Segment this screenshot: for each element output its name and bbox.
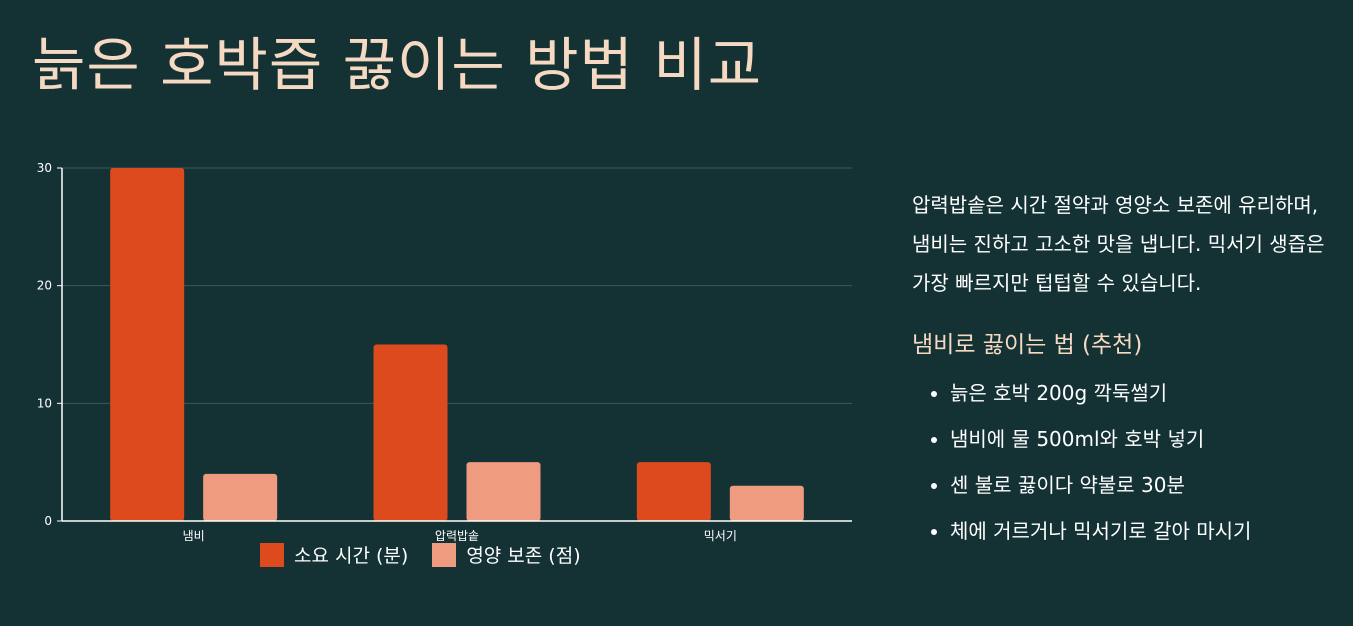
bar	[203, 473, 278, 521]
bar-chart: 0 10 20 30 냄비 압력밥솥 믹서기	[37, 161, 852, 543]
bar	[729, 485, 804, 521]
legend-swatch	[260, 542, 284, 567]
y-tick-label: 10	[37, 396, 52, 410]
recipe-steps: 늙은 호박 200g 깍둑썰기 냄비에 물 500ml와 호박 넣기 센 불로 …	[912, 379, 1332, 545]
x-tick-label: 믹서기	[704, 529, 737, 543]
y-tick-label: 0	[44, 514, 52, 528]
y-tick-label: 30	[37, 161, 52, 175]
summary-text: 압력밥솥은 시간 절약과 영양소 보존에 유리하며, 냄비는 진하고 고소한 맛…	[912, 193, 1325, 295]
grid-layer	[62, 167, 852, 404]
legend-item: 소요 시간 (분)	[260, 541, 408, 568]
bar	[636, 462, 711, 521]
side-panel: 압력밥솥은 시간 절약과 영양소 보존에 유리하며, 냄비는 진하고 고소한 맛…	[912, 186, 1332, 563]
x-tick-label: 냄비	[183, 529, 205, 543]
recipe-step: 늙은 호박 200g 깍둑썰기	[950, 379, 1332, 407]
recipe-step: 체에 거르거나 믹서기로 갈아 마시기	[950, 517, 1332, 545]
bar-layer	[110, 168, 804, 521]
page-title: 늙은 호박즙 끓이는 방법 비교	[32, 31, 763, 99]
recipe-heading: 냄비로 끓이는 법 (추천)	[912, 332, 1143, 358]
legend-label: 영양 보존 (점)	[466, 545, 581, 567]
legend-item: 영양 보존 (점)	[432, 541, 581, 568]
recipe-step: 냄비에 물 500ml와 호박 넣기	[950, 425, 1332, 453]
bar	[466, 462, 541, 521]
recipe-step: 센 불로 끓이다 약불로 30분	[950, 471, 1332, 499]
bar	[110, 168, 185, 521]
x-tick-label: 압력밥솥	[435, 529, 479, 543]
chart-legend: 소요 시간 (분) 영양 보존 (점)	[260, 541, 581, 568]
legend-swatch	[432, 542, 457, 567]
bar	[373, 344, 448, 521]
axis-layer: 0 10 20 30 냄비 압력밥솥 믹서기	[37, 161, 852, 543]
y-tick-label: 20	[37, 279, 52, 293]
legend-label: 소요 시간 (분)	[294, 545, 409, 567]
